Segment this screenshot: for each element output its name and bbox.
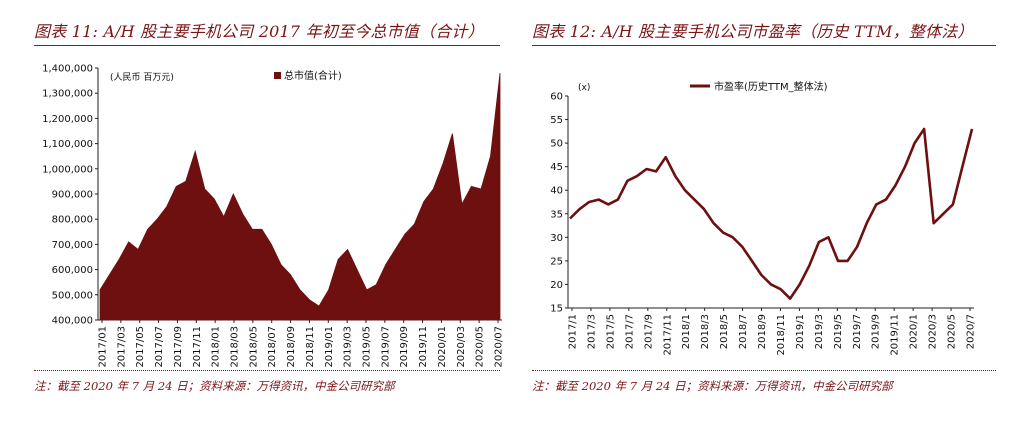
x-tick-label: 2019/05 xyxy=(362,326,373,368)
y-tick-label: 15 xyxy=(550,304,563,315)
x-tick-label: 2020/07 xyxy=(494,326,505,368)
series-line xyxy=(569,127,974,300)
x-tick-label: 2019/07 xyxy=(380,326,391,368)
x-tick-label: 2017/11 xyxy=(662,314,673,356)
y-tick-label: 600,000 xyxy=(52,265,93,276)
x-tick-label: 2019/09 xyxy=(399,326,410,368)
x-tick-label: 2020/3 xyxy=(928,314,939,349)
x-tick-label: 2017/9 xyxy=(643,314,654,349)
x-tick-label: 2018/5 xyxy=(719,314,730,349)
plot-area xyxy=(569,127,974,300)
y-tick-label: 700,000 xyxy=(52,240,93,251)
title-rule xyxy=(532,45,996,46)
note-rule xyxy=(532,370,996,371)
y-tick-label: 20 xyxy=(550,280,563,291)
legend-label: 市盈率(历史TTM_整体法) xyxy=(714,80,828,93)
y-tick-label: 900,000 xyxy=(52,190,93,201)
y-tick-label: 25 xyxy=(550,256,563,267)
x-tick-label: 2020/7 xyxy=(966,314,977,349)
y-tick-label: 1,000,000 xyxy=(42,164,93,175)
unit-label: (x) xyxy=(578,83,590,93)
y-tick-label: 500,000 xyxy=(52,290,93,301)
chart-title: 图表 11: A/H 股主要手机公司 2017 年初至今总市值（合计） xyxy=(34,22,484,41)
x-tick-label: 2017/5 xyxy=(605,314,616,349)
x-tick-label: 2017/1 xyxy=(568,314,579,349)
chart-note: 注：截至 2020 年 7 月 24 日；资料来源：万得资讯，中金公司研究部 xyxy=(34,379,395,393)
market-cap-panel: 图表 11: A/H 股主要手机公司 2017 年初至今总市值（合计） 400,… xyxy=(34,22,505,393)
x-tick-label: 2018/7 xyxy=(738,314,749,349)
x-tick-label: 2017/05 xyxy=(135,326,146,368)
x-tick-label: 2019/01 xyxy=(324,326,335,368)
x-tick-label: 2018/05 xyxy=(248,326,259,368)
x-tick-label: 2019/11 xyxy=(418,326,429,368)
series-area xyxy=(99,72,501,321)
x-axis: 2017/01 2017/03 2017/05 2017/07 2017/09 2017/… xyxy=(98,320,505,368)
x-tick-label: 2017/11 xyxy=(192,326,203,368)
y-tick-label: 45 xyxy=(550,162,563,173)
x-tick-label: 2018/03 xyxy=(230,326,241,368)
note-rule xyxy=(34,370,500,371)
y-tick-label: 40 xyxy=(550,186,563,197)
pe-ratio-panel: 图表 12: A/H 股主要手机公司市盈率（历史 TTM，整体法） 15 20 25… xyxy=(512,0,1024,426)
x-tick-label: 2020/05 xyxy=(475,326,486,368)
y-tick-label: 60 xyxy=(550,92,563,103)
x-axis: 2017/1 2017/3 2017/5 2017/7 2017/9 2017/11 201… xyxy=(568,308,977,356)
x-tick-label: 2017/01 xyxy=(98,326,109,368)
x-tick-label: 2020/01 xyxy=(437,326,448,368)
plot-area xyxy=(99,72,501,321)
x-tick-label: 2018/11 xyxy=(776,314,787,356)
y-tick-label: 50 xyxy=(550,139,563,150)
x-tick-label: 2018/01 xyxy=(211,326,222,368)
y-tick-label: 1,200,000 xyxy=(42,114,93,125)
x-tick-label: 2017/3 xyxy=(586,314,597,349)
y-axis: 15 20 25 30 35 40 45 50 55 60 xyxy=(550,92,974,315)
x-tick-label: 2019/11 xyxy=(890,314,901,356)
x-tick-label: 2017/03 xyxy=(116,326,127,368)
x-tick-label: 2019/1 xyxy=(795,314,806,349)
x-tick-label: 2018/09 xyxy=(286,326,297,368)
x-tick-label: 2019/5 xyxy=(833,314,844,349)
x-tick-label: 2017/07 xyxy=(154,326,165,368)
y-tick-label: 55 xyxy=(550,115,563,126)
y-tick-label: 1,300,000 xyxy=(42,89,93,100)
y-tick-label: 800,000 xyxy=(52,215,93,226)
y-tick-label: 1,400,000 xyxy=(42,64,93,75)
x-tick-label: 2019/03 xyxy=(343,326,354,368)
chart-title: 图表 12: A/H 股主要手机公司市盈率（历史 TTM，整体法） xyxy=(532,22,974,41)
x-tick-label: 2019/7 xyxy=(852,314,863,349)
y-tick-label: 1,100,000 xyxy=(42,139,93,150)
x-tick-label: 2019/9 xyxy=(871,314,882,349)
title-rule xyxy=(34,45,500,46)
x-tick-label: 2020/5 xyxy=(947,314,958,349)
x-tick-label: 2020/03 xyxy=(456,326,467,368)
x-tick-label: 2018/1 xyxy=(681,314,692,349)
y-tick-label: 35 xyxy=(550,209,563,220)
unit-label: (人民币 百万元) xyxy=(110,72,174,83)
x-tick-label: 2018/07 xyxy=(267,326,278,368)
x-tick-label: 2020/1 xyxy=(909,314,920,349)
chart-note: 注：截至 2020 年 7 月 24 日；资料来源：万得资讯，中金公司研究部 xyxy=(532,379,893,393)
x-tick-label: 2017/09 xyxy=(173,326,184,368)
market-cap-chart: 400,000 500,000 600,000 700,000 800,000 900,0… xyxy=(42,64,505,368)
legend-swatch xyxy=(274,72,281,79)
y-tick-label: 400,000 xyxy=(52,316,93,327)
x-tick-label: 2018/11 xyxy=(305,326,316,368)
x-tick-label: 2018/9 xyxy=(757,314,768,349)
x-tick-label: 2017/7 xyxy=(624,314,635,349)
legend-label: 总市值(合计) xyxy=(284,69,342,82)
x-tick-label: 2018/3 xyxy=(700,314,711,349)
x-tick-label: 2019/3 xyxy=(814,314,825,349)
y-tick-label: 30 xyxy=(550,233,563,244)
